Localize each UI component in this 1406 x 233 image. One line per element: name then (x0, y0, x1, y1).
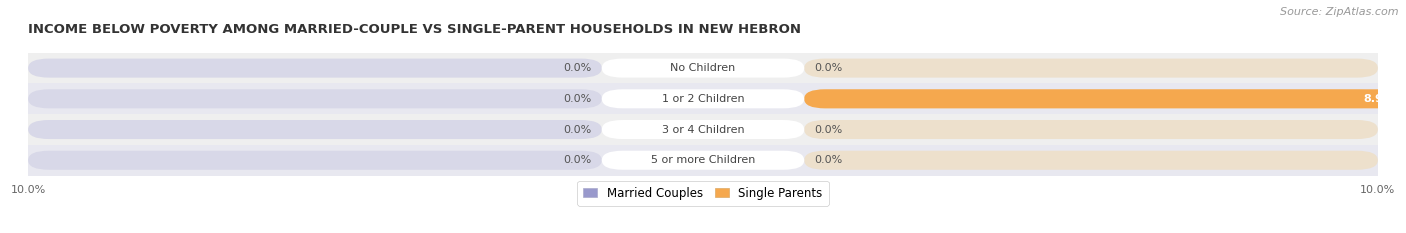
Text: 0.0%: 0.0% (564, 155, 592, 165)
Bar (28, 53, 1378, 83)
FancyBboxPatch shape (804, 58, 1378, 78)
Text: INCOME BELOW POVERTY AMONG MARRIED-COUPLE VS SINGLE-PARENT HOUSEHOLDS IN NEW HEB: INCOME BELOW POVERTY AMONG MARRIED-COUPL… (28, 23, 801, 36)
Text: 8.9%: 8.9% (1364, 94, 1395, 104)
FancyBboxPatch shape (602, 120, 804, 139)
Text: Source: ZipAtlas.com: Source: ZipAtlas.com (1281, 7, 1399, 17)
FancyBboxPatch shape (28, 120, 602, 139)
Bar (28, 83, 1378, 114)
FancyBboxPatch shape (804, 151, 1378, 170)
FancyBboxPatch shape (28, 58, 602, 78)
FancyBboxPatch shape (602, 89, 804, 108)
Legend: Married Couples, Single Parents: Married Couples, Single Parents (578, 181, 828, 206)
Text: 3 or 4 Children: 3 or 4 Children (662, 124, 744, 134)
FancyBboxPatch shape (602, 151, 804, 170)
Text: 0.0%: 0.0% (564, 94, 592, 104)
Text: No Children: No Children (671, 63, 735, 73)
FancyBboxPatch shape (602, 58, 804, 78)
FancyBboxPatch shape (804, 89, 1405, 108)
FancyBboxPatch shape (28, 89, 602, 108)
Text: 0.0%: 0.0% (814, 63, 842, 73)
Text: 1 or 2 Children: 1 or 2 Children (662, 94, 744, 104)
Text: 0.0%: 0.0% (564, 63, 592, 73)
Text: 0.0%: 0.0% (814, 155, 842, 165)
Bar (28, 114, 1378, 145)
FancyBboxPatch shape (28, 151, 602, 170)
FancyBboxPatch shape (804, 120, 1378, 139)
Text: 0.0%: 0.0% (564, 124, 592, 134)
Text: 5 or more Children: 5 or more Children (651, 155, 755, 165)
FancyBboxPatch shape (804, 89, 1378, 108)
Bar (28, 145, 1378, 176)
Text: 0.0%: 0.0% (814, 124, 842, 134)
